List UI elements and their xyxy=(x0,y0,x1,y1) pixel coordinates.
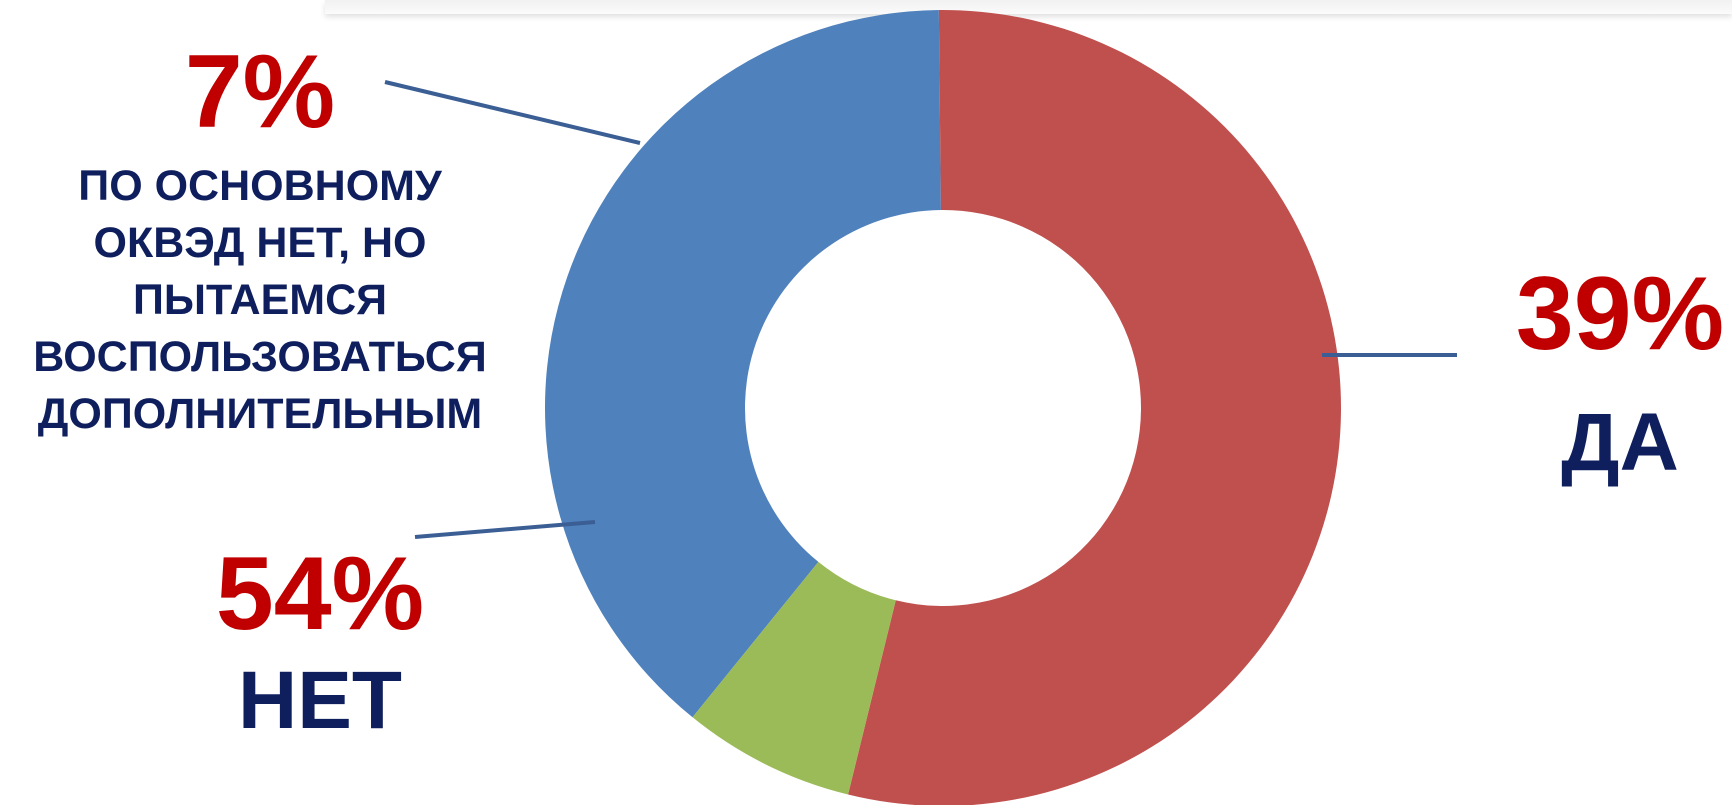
data-label-category-da: ДА xyxy=(1561,397,1679,488)
data-label-category-dopolnitelnym: ПО ОСНОВНОМУ ОКВЭД НЕТ, НО ПЫТАЕМСЯ ВОСПОЛЬ… xyxy=(33,162,487,438)
leader-line-net xyxy=(414,520,596,539)
data-label-value-da: 39% xyxy=(1515,256,1725,372)
data-label-value-net: 54% xyxy=(215,536,425,652)
data-label-category-net: НЕТ xyxy=(238,655,402,746)
slice-dopolnitelnym xyxy=(692,561,896,795)
leader-line-dopolnitelnym xyxy=(384,80,641,145)
slice-da xyxy=(544,10,941,718)
slice-net xyxy=(848,10,1341,805)
data-label-value-dopolnitelnym: 7% xyxy=(184,34,336,150)
slide-top-strip xyxy=(325,0,1732,14)
